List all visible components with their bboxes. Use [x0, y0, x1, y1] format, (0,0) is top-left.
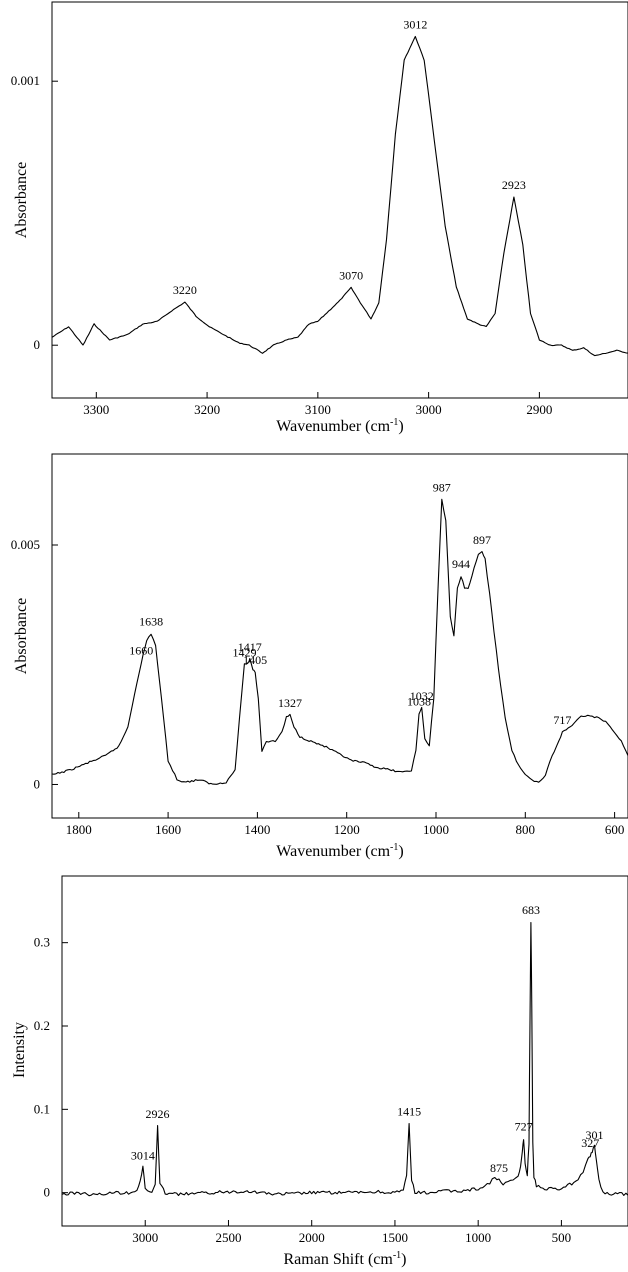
peak-label: 1327 — [278, 696, 302, 710]
peak-label: 301 — [586, 1128, 604, 1142]
peak-label: 1032 — [410, 689, 434, 703]
y-tick-label: 0.005 — [11, 537, 40, 552]
peak-label: 1417 — [238, 640, 262, 654]
x-axis-label: Wavenumber (cm-1) — [276, 842, 403, 860]
y-tick-label: 0.001 — [11, 73, 40, 88]
x-tick-label: 3100 — [305, 402, 331, 417]
peak-label: 3012 — [403, 17, 427, 31]
peak-label: 987 — [433, 481, 451, 495]
x-tick-label: 2000 — [299, 1230, 325, 1245]
plot-frame — [61, 875, 628, 1227]
x-tick-label: 1400 — [244, 822, 270, 837]
panel-ir-low: 1800 1600 1400 1200 1000 800 600 00.005 166016… — [11, 453, 628, 860]
x-tick-label: 1800 — [66, 822, 92, 837]
x-ticks: 1800 1600 1400 1200 1000 800 600 — [66, 812, 625, 837]
y-ticks: 0 0.1 0.2 0.3 — [34, 935, 68, 1200]
x-ticks: 3000 2500 2000 1500 1000 500 — [132, 1220, 571, 1245]
x-tick-label: 2900 — [526, 402, 552, 417]
y-axis-label: Absorbance — [13, 598, 30, 674]
peak-label: 3014 — [131, 1149, 155, 1163]
panel-ir-high: 3300 3200 3100 3000 2900 0 0.001 3220 3070 3012… — [11, 1, 628, 435]
peak-label: 897 — [473, 533, 491, 547]
x-tick-label: 1200 — [334, 822, 360, 837]
x-tick-label: 1000 — [423, 822, 449, 837]
plot-frame — [51, 1, 628, 399]
x-ticks: 3300 3200 3100 3000 2900 — [83, 392, 552, 417]
x-tick-label: 1600 — [155, 822, 181, 837]
plot-frame — [51, 453, 628, 819]
peak-label: 727 — [515, 1120, 533, 1134]
y-tick-label: 0 — [44, 1185, 51, 1200]
spectrum-trace — [51, 35, 628, 357]
y-tick-label: 0 — [34, 776, 41, 791]
peak-label: 683 — [522, 903, 540, 917]
y-tick-label: 0.3 — [34, 935, 50, 950]
peak-label: 1660 — [129, 643, 153, 657]
peak-label: 1405 — [243, 653, 267, 667]
spectrum-trace — [51, 498, 628, 785]
x-tick-label: 3300 — [83, 402, 109, 417]
y-ticks: 0 0.001 — [11, 73, 58, 352]
peak-label: 717 — [553, 713, 571, 727]
peak-label: 327 — [581, 1136, 599, 1150]
y-axis-label: Intensity — [11, 1022, 28, 1078]
peak-label: 2923 — [502, 178, 526, 192]
x-axis-label: Raman Shift (cm-1) — [284, 1250, 407, 1268]
x-tick-label: 3000 — [416, 402, 442, 417]
x-tick-label: 500 — [552, 1230, 572, 1245]
peak-label: 1415 — [397, 1105, 421, 1119]
peak-label: 875 — [490, 1161, 508, 1175]
peak-label: 2926 — [146, 1107, 170, 1121]
panel-raman: 3000 2500 2000 1500 1000 500 0 0.1 0.2 0.3 3014 2… — [11, 875, 628, 1268]
x-tick-label: 1500 — [382, 1230, 408, 1245]
x-tick-label: 3000 — [132, 1230, 158, 1245]
x-tick-label: 1000 — [465, 1230, 491, 1245]
y-ticks: 0 0.005 — [11, 537, 58, 791]
peak-labels: 3220 3070 3012 2923 — [173, 17, 526, 297]
y-tick-label: 0.1 — [34, 1101, 50, 1116]
x-tick-label: 3200 — [194, 402, 220, 417]
x-tick-label: 600 — [605, 822, 625, 837]
peak-label: 1038 — [407, 695, 431, 709]
peak-label: 1429 — [232, 646, 256, 660]
y-tick-label: 0.2 — [34, 1018, 50, 1033]
x-tick-label: 800 — [516, 822, 536, 837]
x-axis-label: Wavenumber (cm-1) — [276, 417, 403, 435]
peak-label: 3220 — [173, 283, 197, 297]
peak-label: 1638 — [139, 615, 163, 629]
y-tick-label: 0 — [34, 337, 41, 352]
y-axis-label: Absorbance — [13, 162, 30, 238]
peak-label: 944 — [452, 557, 470, 571]
peak-label: 3070 — [339, 269, 363, 283]
spectrum-trace — [61, 921, 628, 1197]
x-tick-label: 2500 — [215, 1230, 241, 1245]
